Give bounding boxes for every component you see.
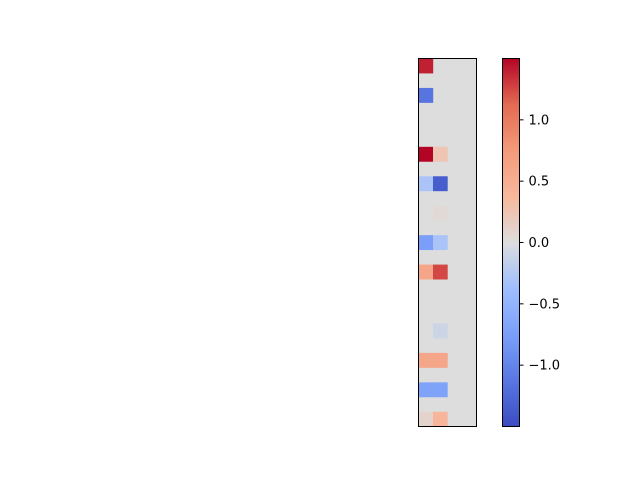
heatmap-cell <box>433 235 448 251</box>
heatmap-cell <box>418 146 434 162</box>
heatmap-cell <box>418 235 434 251</box>
colorbar-tick-label: 1.0 <box>529 113 550 128</box>
heatmap-cell <box>433 382 448 398</box>
heatmap-cell <box>433 411 448 427</box>
heatmap-cell <box>433 205 448 221</box>
colorbar-tick-label: −0.5 <box>529 297 561 312</box>
colorbar-ticks: 1.0 0.5 0.0 −0.5 −1.0 <box>519 113 561 374</box>
heatmap-cell <box>418 382 434 398</box>
heatmap-cell <box>418 87 434 103</box>
heatmap-cell <box>433 176 448 192</box>
heatmap-cell <box>418 176 434 192</box>
colorbar-tick-label: 0.0 <box>529 236 550 251</box>
colorbar-tick-label: −1.0 <box>529 359 561 374</box>
heatmap-cell <box>418 411 434 427</box>
heatmap-cell <box>433 264 448 280</box>
colorbar-gradient <box>502 58 520 427</box>
heatmap-cell <box>418 264 434 280</box>
heatmap-cells <box>418 58 448 427</box>
colorbar-tick-label: 0.5 <box>529 175 550 190</box>
heatmap-cell <box>418 58 434 74</box>
heatmap-cell <box>433 323 448 339</box>
heatmap-axes <box>418 58 477 427</box>
heatmap-frame <box>418 58 477 427</box>
heatmap-cell <box>418 352 434 368</box>
colorbar: 1.0 0.5 0.0 −0.5 −1.0 <box>502 58 561 427</box>
heatmap-cell <box>433 146 448 162</box>
heatmap-cell <box>433 352 448 368</box>
